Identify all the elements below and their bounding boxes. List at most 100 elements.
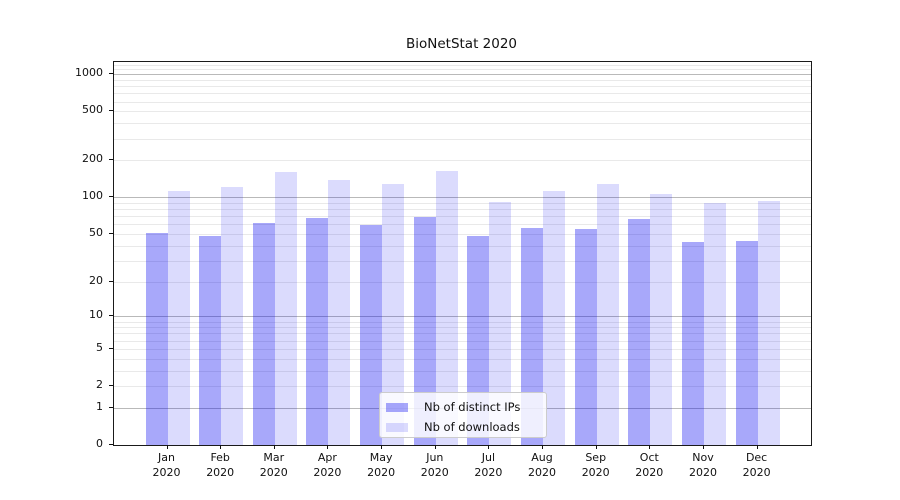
bar-distinct-ips-sep [574, 229, 597, 445]
gridline-minor-600 [114, 101, 811, 103]
chart-title: BioNetStat 2020 [405, 36, 518, 52]
gridline-minor-90 [114, 203, 811, 204]
bar-distinct-ips-oct [628, 218, 651, 445]
legend-item-downloads: Nb of downloads [380, 417, 546, 437]
x-tick-label-dec: Dec 2020 [742, 451, 771, 479]
bar-distinct-ips-nov [682, 242, 704, 445]
y-tick-5 [109, 347, 113, 349]
gridline-minor-1100 [114, 69, 811, 71]
y-tick-label-1000: 1000 [75, 66, 103, 80]
x-tick-nov [703, 445, 704, 449]
bar-distinct-ips-apr [306, 217, 329, 445]
bar-downloads-may [382, 183, 405, 445]
bar-downloads-sep [596, 184, 619, 445]
bar-distinct-ips-jan [145, 233, 168, 445]
gridline-major-100 [114, 197, 811, 199]
legend-label-distinct-ips: Nb of distinct IPs [424, 400, 521, 414]
x-tick-label-mar: Mar 2020 [259, 451, 288, 479]
bar-distinct-ips-jun [413, 217, 436, 445]
x-tick-label-jan: Jan 2020 [152, 451, 181, 479]
bar-downloads-aug [543, 191, 566, 445]
y-tick-label-100: 100 [82, 189, 103, 203]
bar-downloads-dec [757, 200, 780, 445]
gridline-minor-700 [114, 93, 811, 95]
x-tick-sep [595, 445, 597, 449]
gridline-minor-30 [114, 260, 811, 262]
gridline-minor-5 [114, 348, 811, 350]
bar-distinct-ips-mar [252, 222, 275, 445]
x-tick-label-jul: Jul 2020 [474, 451, 503, 479]
bar-downloads-nov [704, 203, 726, 445]
gridline-minor-200 [114, 160, 811, 162]
x-tick-jan [166, 445, 168, 449]
y-tick-200 [109, 159, 113, 161]
x-tick-aug [542, 445, 543, 449]
x-tick-apr [327, 445, 329, 449]
legend-item-distinct-ips: Nb of distinct IPs [380, 397, 546, 417]
gridline-minor-50 [114, 234, 811, 235]
x-tick-jul [488, 445, 490, 449]
plot-area [113, 61, 812, 446]
y-tick-10 [109, 315, 113, 317]
gridline-minor-60 [114, 224, 811, 226]
legend: Nb of distinct IPs Nb of downloads [379, 392, 547, 438]
x-tick-mar [273, 445, 275, 449]
gridline-major-1000 [114, 74, 811, 76]
y-tick-label-1: 1 [96, 399, 103, 413]
gridline-minor-500 [114, 111, 811, 113]
y-tick-2 [109, 385, 113, 387]
y-tick-label-2: 2 [96, 378, 103, 392]
y-tick-label-5: 5 [96, 340, 103, 354]
bar-distinct-ips-dec [735, 240, 758, 445]
y-tick-1000 [109, 73, 113, 75]
gridline-minor-70 [114, 216, 811, 218]
gridline-minor-1200 [114, 64, 811, 66]
x-tick-label-may: May 2020 [367, 451, 396, 479]
x-tick-may [381, 445, 383, 449]
gridline-minor-4 [114, 358, 811, 360]
y-tick-label-50: 50 [89, 226, 103, 239]
bar-downloads-feb [221, 187, 244, 445]
y-tick-label-500: 500 [82, 103, 103, 117]
y-tick-0 [109, 444, 113, 445]
y-tick-100 [109, 196, 113, 198]
x-tick-label-apr: Apr 2020 [313, 451, 342, 479]
gridline-minor-6 [114, 340, 811, 342]
bar-downloads-jan [167, 190, 190, 445]
y-tick-label-20: 20 [89, 273, 103, 287]
x-tick-dec [756, 445, 758, 449]
x-tick-oct [649, 445, 651, 449]
bar-downloads-apr [328, 180, 351, 445]
gridline-minor-9 [114, 321, 811, 323]
gridline-minor-900 [114, 79, 811, 81]
bar-distinct-ips-feb [199, 236, 222, 445]
gridline-minor-8 [114, 327, 811, 329]
legend-label-downloads: Nb of downloads [424, 420, 520, 434]
y-tick-500 [109, 110, 113, 112]
gridline-minor-300 [114, 138, 811, 140]
legend-swatch-distinct-ips [386, 402, 408, 412]
x-tick-label-sep: Sep 2020 [581, 451, 610, 479]
gridline-minor-20 [114, 281, 811, 283]
gridline-minor-7 [114, 333, 811, 335]
y-tick-label-200: 200 [82, 152, 103, 166]
y-tick-50 [109, 233, 113, 234]
bar-downloads-oct [650, 193, 673, 445]
gridline-minor-2 [114, 386, 811, 388]
gridline-minor-800 [114, 86, 811, 88]
gridline-minor-40 [114, 245, 811, 247]
bar-distinct-ips-aug [521, 228, 544, 445]
x-tick-label-feb: Feb 2020 [206, 451, 235, 479]
gridline-major-10 [114, 316, 811, 318]
bar-downloads-jul [489, 202, 512, 445]
x-tick-feb [220, 445, 222, 449]
bar-downloads-jun [435, 171, 458, 445]
bar-downloads-mar [274, 172, 297, 445]
x-tick-label-jun: Jun 2020 [420, 451, 449, 479]
gridline-minor-3 [114, 370, 811, 372]
legend-swatch-downloads [386, 422, 408, 432]
x-tick-label-aug: Aug 2020 [528, 451, 556, 479]
x-tick-label-oct: Oct 2020 [635, 451, 664, 479]
gridline-minor-400 [114, 123, 811, 125]
